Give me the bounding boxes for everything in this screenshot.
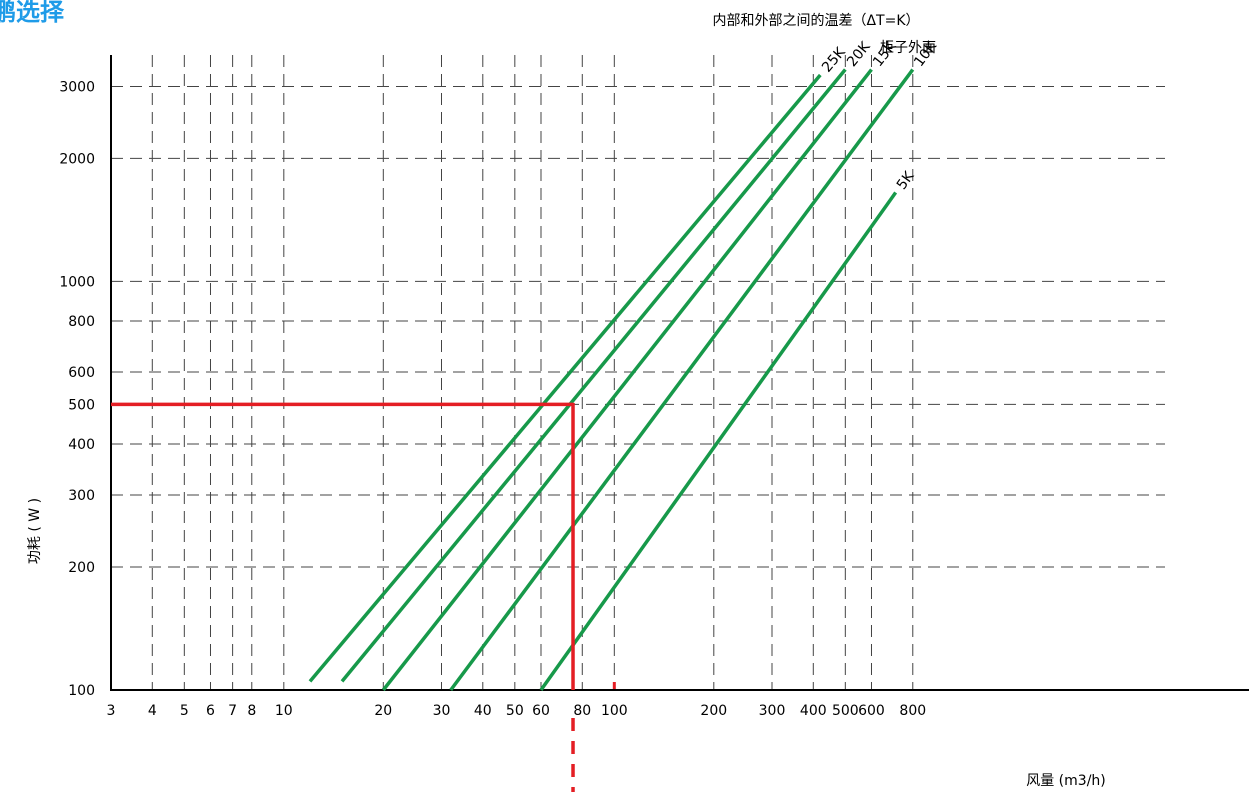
x-tick-label: 7 — [228, 703, 237, 719]
x-tick-label: 5 — [180, 703, 189, 719]
y-tick-label: 800 — [68, 314, 95, 330]
y-tick-label: 200 — [68, 560, 95, 576]
chart-subtitle: 柜子外面 — [880, 40, 936, 56]
y-tick-label: 100 — [68, 683, 95, 699]
y-tick-labels: 100 200 300 400 500 600 800 1000 2000 3000 — [59, 79, 95, 699]
grid-lines — [111, 55, 1165, 690]
x-tick-label: 200 — [700, 703, 727, 719]
series-line-25K — [308, 73, 822, 683]
y-tick-label: 400 — [68, 437, 95, 453]
selection-annotation — [111, 402, 616, 792]
y-tick-label: 500 — [68, 397, 95, 413]
axes — [110, 55, 1249, 691]
chart-title: 内部和外部之间的温差（ΔT=K） — [712, 13, 919, 29]
x-tick-label: 40 — [474, 703, 492, 719]
y-tick-label: 2000 — [59, 151, 95, 167]
y-tick-label: 300 — [68, 488, 95, 504]
x-tick-label: 400 — [800, 703, 827, 719]
x-tick-label: 60 — [532, 703, 550, 719]
series-line-5K — [539, 191, 898, 692]
y-tick-label: 1000 — [59, 274, 95, 290]
y-tick-label: 600 — [68, 365, 95, 381]
page-heading: 鹏选择 — [0, 0, 64, 26]
x-tick-label: 10 — [275, 703, 293, 719]
series-line-10K — [449, 68, 915, 692]
x-tick-label: 4 — [148, 703, 157, 719]
series-label-5K: 5K — [894, 168, 918, 193]
x-tick-label: 8 — [247, 703, 256, 719]
x-tick-label: 80 — [573, 703, 591, 719]
x-tick-label: 20 — [374, 703, 392, 719]
x-tick-labels: 3 4 5 6 7 8 10 20 30 40 50 60 80 100 200 300 400 500 600 80… — [107, 703, 927, 719]
x-tick-label: 30 — [433, 703, 451, 719]
series-label-20K: 20K — [844, 38, 874, 70]
series-line-20K — [340, 68, 847, 683]
x-tick-label: 600 — [858, 703, 885, 719]
x-tick-label: 300 — [759, 703, 786, 719]
x-tick-label: 500 — [832, 703, 859, 719]
x-tick-label: 6 — [206, 703, 215, 719]
x-tick-label: 3 — [107, 703, 116, 719]
series-line-15K — [381, 68, 873, 692]
x-tick-label: 800 — [899, 703, 926, 719]
y-tick-label: 3000 — [59, 79, 95, 95]
x-axis-label: 风量 (m3/h) — [1026, 773, 1106, 789]
x-tick-label: 100 — [601, 703, 628, 719]
x-tick-label: 50 — [506, 703, 524, 719]
y-axis-label: 功耗 ( W ) — [27, 498, 43, 564]
